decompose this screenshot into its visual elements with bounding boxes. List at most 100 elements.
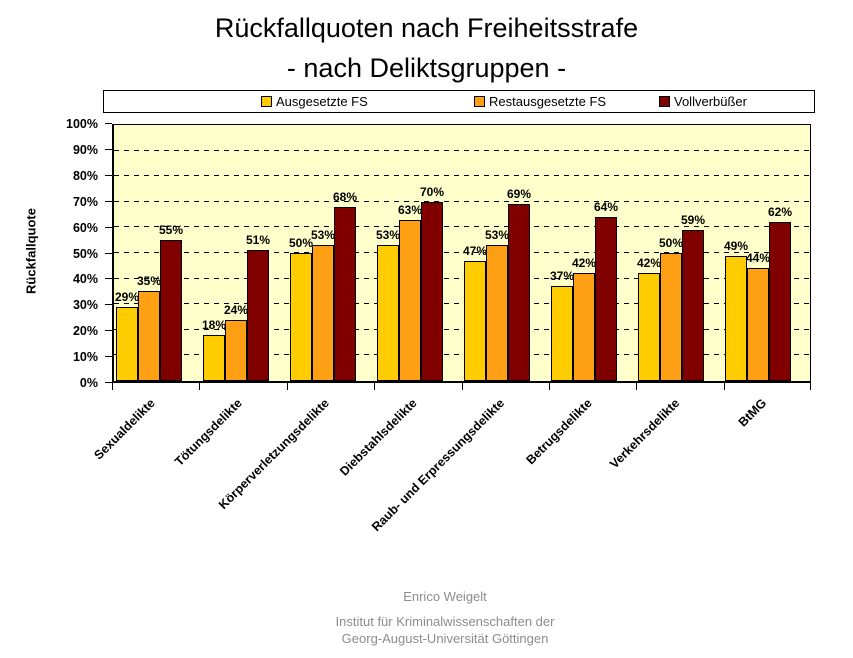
y-tick-label: 40% [72, 272, 98, 287]
bar [486, 245, 508, 381]
bar-group: 50% 53% 68% [288, 125, 375, 381]
y-tick-mark [105, 304, 112, 306]
bar-value-label: 53% [311, 228, 336, 243]
legend-swatch-icon [474, 96, 485, 107]
bar [160, 240, 183, 381]
bar-value-label: 42% [636, 256, 662, 271]
bar [203, 334, 225, 381]
x-category-label: Tötungsdelikte [172, 396, 245, 469]
bar-group: 49% 44% 62% [723, 125, 810, 381]
y-tick-label: 90% [72, 142, 98, 157]
footer: Enrico Weigelt Institut für Kriminalwiss… [37, 588, 853, 647]
gridline [114, 200, 810, 202]
bar-value-label: 53% [375, 228, 401, 243]
bar-group: 47% 53% 69% [462, 125, 549, 381]
legend-entry: Restausgesetzte FS [474, 91, 606, 112]
bar [660, 253, 682, 381]
bar-value-label: 29% [114, 289, 140, 304]
legend-swatch-icon [659, 96, 670, 107]
bar [769, 222, 792, 381]
legend-entry: Ausgesetzte FS [261, 91, 368, 112]
y-tick-mark [105, 330, 112, 332]
x-tick-mark [112, 383, 113, 390]
legend: Ausgesetzte FS Restausgesetzte FS Vollverb… [103, 90, 815, 113]
x-tick-mark [636, 383, 638, 390]
bar [116, 306, 138, 381]
bar [225, 319, 247, 381]
bar-value-label: 35% [137, 274, 162, 289]
plot-area: 29% 35% 55% 18% 24% 51% 50% 53% 68% 53% 63% 70% 47% 5… [112, 124, 811, 383]
y-tick-label: 100% [66, 117, 98, 131]
x-tick-mark [286, 383, 288, 390]
bar-value-label: 64% [594, 200, 619, 215]
bar-group: 53% 63% 70% [375, 125, 462, 381]
x-axis-ticks [112, 383, 811, 390]
bar [508, 204, 531, 381]
x-tick-mark [548, 383, 550, 390]
bar [747, 268, 769, 381]
x-tick-mark [199, 383, 201, 390]
bar [247, 250, 270, 381]
bar [725, 255, 747, 381]
bar-value-label: 44% [746, 251, 771, 266]
bar [421, 201, 444, 381]
bar-group: 37% 42% 64% [549, 125, 636, 381]
chart-title-line1: Rückfallquoten nach Freiheitsstrafe [214, 13, 639, 43]
y-tick-label: 0% [79, 376, 98, 390]
legend-entry-label: Ausgesetzte FS [276, 94, 368, 109]
legend-entry: Vollverbüßer [659, 91, 747, 112]
bar-value-label: 47% [462, 243, 488, 258]
gridline [114, 303, 810, 305]
bar-value-label: 69% [507, 187, 532, 202]
bar [334, 206, 357, 381]
y-axis-ticks: 0% 10% 20% 30% 40% 50% 60% 70% 80% 90% 100% [0, 117, 112, 390]
bar [399, 219, 421, 381]
x-category-label: Verkehrsdelikte [606, 396, 682, 472]
bar-value-label: 49% [723, 238, 749, 253]
gridline [114, 149, 810, 151]
bar [312, 245, 334, 381]
gridline [114, 226, 810, 228]
footer-institute-line1: Institut für Kriminalwissenschaften der [335, 614, 555, 629]
bar-value-label: 18% [201, 317, 227, 332]
gridline [114, 277, 810, 279]
bar-value-label: 37% [549, 269, 575, 284]
y-tick-label: 60% [72, 220, 98, 235]
x-axis-category-labels: Sexualdelikte Tötungsdelikte Körperverletz… [91, 392, 811, 552]
x-tick-mark [374, 383, 376, 390]
bar-groups: 29% 35% 55% 18% 24% 51% 50% 53% 68% 53% 63% 70% 47% 5… [114, 125, 810, 381]
bar-value-label: 70% [420, 184, 445, 199]
y-tick-label: 80% [72, 168, 98, 183]
gridline [114, 328, 810, 330]
bar [377, 245, 399, 381]
x-tick-mark [723, 383, 725, 390]
x-tick-mark [461, 383, 463, 390]
gridline [114, 354, 810, 356]
bar-value-label: 59% [681, 212, 706, 227]
y-tick-mark [105, 174, 112, 176]
bar [464, 260, 486, 381]
x-category-label: Betrugsdelikte [523, 396, 595, 468]
bar [290, 253, 312, 381]
legend-swatch-icon [261, 96, 272, 107]
legend-entry-label: Restausgesetzte FS [489, 94, 607, 109]
legend-entry-label: Vollverbüßer [674, 94, 747, 109]
chart-title: Rückfallquoten nach Freiheitsstrafe - na… [0, 8, 853, 88]
bar [682, 229, 705, 381]
y-tick-mark [105, 123, 112, 124]
y-tick-mark [105, 148, 112, 150]
gridline [114, 175, 810, 177]
bar-group: 29% 35% 55% [114, 125, 201, 381]
bar [551, 286, 573, 381]
y-tick-mark [105, 252, 112, 254]
bar [638, 273, 660, 381]
x-tick-mark [810, 383, 811, 390]
footer-author: Enrico Weigelt [403, 589, 487, 604]
bar-value-label: 55% [159, 223, 184, 238]
y-tick-mark [105, 278, 112, 280]
y-tick-label: 10% [72, 350, 98, 365]
x-category-label: Sexualdelikte [91, 396, 158, 463]
y-tick-label: 20% [72, 324, 98, 339]
y-tick-label: 70% [72, 194, 98, 209]
